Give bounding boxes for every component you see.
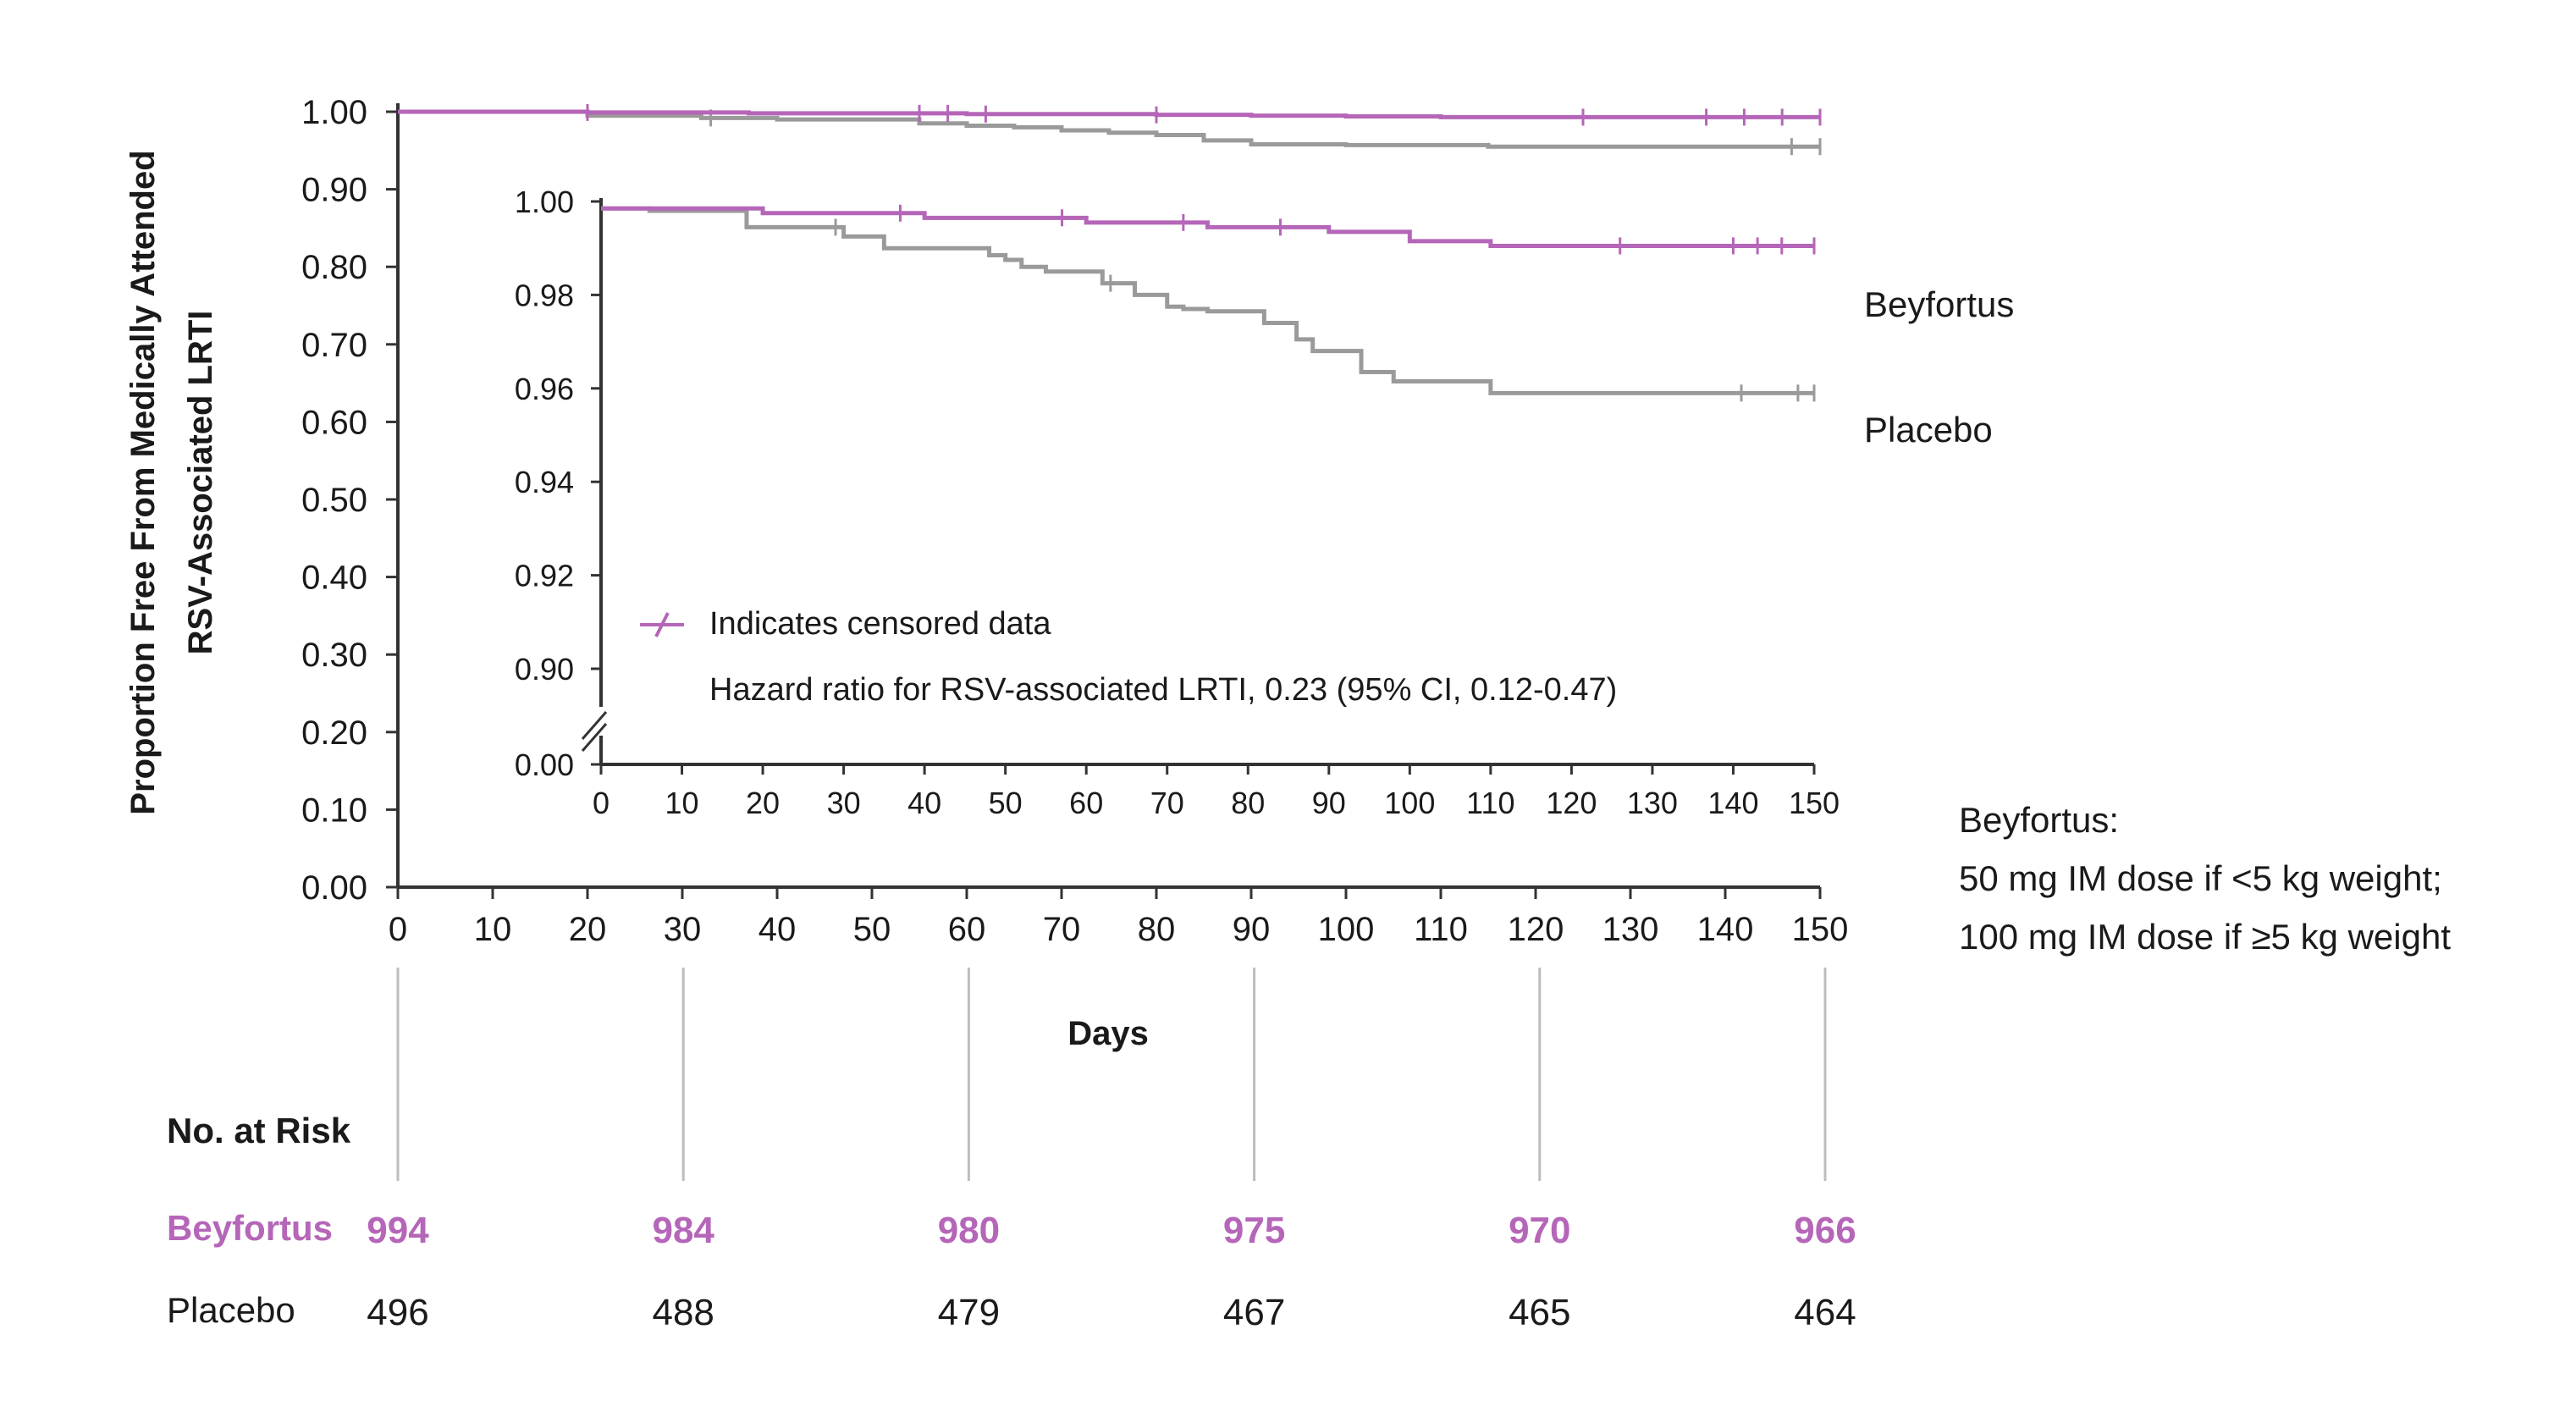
outer-x-tick-label: 40 [758,911,797,948]
risk-value-placebo: 488 [652,1292,714,1333]
inset-x-tick-label: 0 [593,786,610,820]
inset-y-tick-label: 0.98 [515,278,574,312]
series-label-beyfortus: Beyfortus [1864,284,2014,324]
dose-note: Beyfortus: 50 mg IM dose if <5 kg weight… [1959,800,2451,957]
risk-value-placebo: 467 [1223,1292,1285,1333]
inset-y-tick-label: 0.90 [515,652,574,687]
outer-x-tick-label: 120 [1508,911,1564,948]
hazard-ratio-annotation: Hazard ratio for RSV-associated LRTI, 0.… [709,672,1617,708]
inset-x-tick-label: 100 [1384,786,1435,820]
risk-value-beyfortus: 966 [1794,1210,1856,1251]
inset-y-tick-label: 0.94 [515,465,574,499]
outer-x-tick-label: 50 [853,911,891,948]
inset-x-tick-label: 50 [989,786,1023,820]
inset-x-tick-label: 110 [1466,786,1514,820]
risk-value-placebo: 496 [367,1292,428,1333]
inset-x-tick-label: 90 [1312,786,1346,820]
inset-y-tick-label: 0.92 [515,559,574,593]
inset-curve-placebo [601,206,1814,395]
outer-x-tick-label: 80 [1138,911,1176,948]
dose-note-title: Beyfortus: [1959,800,2119,840]
series-label-placebo: Placebo [1864,410,1993,450]
outer-x-tick-label: 130 [1602,911,1659,948]
risk-table: No. at Risk Beyfortus Placebo 994 984 980 9… [167,968,1856,1333]
legend-label: Indicates censored data [709,606,1051,642]
outer-y-tick-label: 0.70 [301,327,367,364]
outer-x-tick-label: 0 [389,911,407,948]
dose-note-line1: 50 mg IM dose if <5 kg weight; [1959,858,2442,898]
outer-x-tick-label: 30 [664,911,702,948]
y-axis-label-line2: RSV-Associated LRTI [182,311,219,655]
outer-y-tick-label: 0.40 [301,560,367,597]
inset-y-tick-label: 1.00 [515,185,574,219]
outer-x-tick-label: 20 [569,911,607,948]
outer-x-tick-label: 60 [948,911,986,948]
inset-y-break-label: 0.00 [515,747,574,782]
outer-x-tick-label: 10 [474,911,512,948]
risk-value-placebo: 479 [938,1292,1000,1333]
outer-y-tick-label: 0.30 [301,637,367,674]
inset-x-tick-label: 80 [1231,786,1265,820]
risk-value-beyfortus: 994 [367,1210,429,1251]
inset-x-tick-label: 60 [1069,786,1103,820]
risk-value-placebo: 465 [1509,1292,1570,1333]
outer-y-tick-label: 0.50 [301,482,367,519]
risk-value-beyfortus: 984 [652,1210,714,1251]
risk-row-label-beyfortus: Beyfortus [167,1208,333,1248]
risk-table-title: No. at Risk [167,1111,351,1150]
outer-y-tick-label: 0.00 [301,869,367,907]
risk-value-beyfortus: 980 [938,1210,1000,1251]
outer-y-tick-label: 0.90 [301,172,367,209]
inset-series-group [601,204,1816,402]
outer-x-tick-label: 110 [1414,911,1468,948]
outer-x-tick-label: 70 [1043,911,1081,948]
inset-x-tick-label: 130 [1627,786,1678,820]
inset-x-tick-label: 30 [827,786,861,820]
inset-x-tick-label: 120 [1546,786,1597,820]
risk-value-placebo: 464 [1794,1292,1856,1333]
outer-y-tick-label: 0.60 [301,404,367,441]
inset-x-tick-label: 10 [665,786,699,820]
y-axis-label-line1: Proportion Free From Medically Attended [124,150,162,814]
outer-plot-area: 0.00 0.10 0.20 0.30 0.40 0.50 0.60 0.70 0.80 0.90… [301,94,1848,948]
outer-x-tick-label: 150 [1792,911,1849,948]
x-axis-label: Days [1067,1015,1149,1052]
risk-value-beyfortus: 975 [1223,1210,1285,1251]
outer-x-tick-label: 100 [1318,911,1375,948]
inset-x-tick-label: 40 [907,786,941,820]
inset-curve-beyfortus [601,206,1814,248]
risk-value-beyfortus: 970 [1509,1210,1570,1251]
outer-x-tick-label: 90 [1233,911,1271,948]
legend: Indicates censored data [640,606,1051,642]
inset-x-tick-label: 140 [1707,786,1758,820]
outer-curve-placebo [398,109,1820,149]
outer-x-tick-label: 140 [1697,911,1754,948]
risk-row-label-placebo: Placebo [167,1290,295,1330]
inset-axis-break-mark [581,723,608,752]
inset-y-tick-label: 0.96 [515,372,574,406]
inset-axis-break-mark [581,711,608,740]
outer-series-group [398,103,1822,156]
outer-y-tick-label: 0.80 [301,249,367,286]
legend-censor-tick-icon [654,612,670,637]
inset-plot-area: 0.90 0.92 0.94 0.96 0.98 1.00 0.00 0 10 20 30 40 50 6… [515,185,1840,820]
inset-x-tick-label: 150 [1789,786,1840,820]
inset-x-tick-label: 20 [746,786,780,820]
outer-y-tick-label: 0.20 [301,714,367,752]
inset-x-tick-label: 70 [1150,786,1184,820]
outer-y-tick-label: 0.10 [301,791,367,829]
outer-y-tick-label: 1.00 [301,94,367,131]
dose-note-line2: 100 mg IM dose if ≥5 kg weight [1959,917,2451,957]
